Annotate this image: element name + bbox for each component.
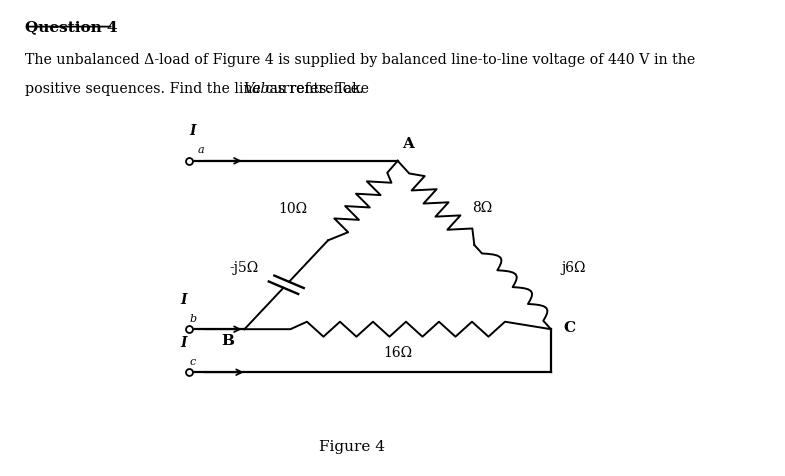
Text: 10Ω: 10Ω xyxy=(279,202,308,216)
Text: Vab: Vab xyxy=(243,82,269,96)
Text: 8Ω: 8Ω xyxy=(472,200,492,215)
Text: b: b xyxy=(189,314,196,324)
Text: I: I xyxy=(181,293,187,307)
Text: Figure 4: Figure 4 xyxy=(319,440,385,454)
Text: C: C xyxy=(564,321,575,335)
Text: a: a xyxy=(198,145,204,155)
Text: 16Ω: 16Ω xyxy=(383,347,412,360)
Text: j6Ω: j6Ω xyxy=(561,261,586,276)
Text: B: B xyxy=(221,334,234,348)
Text: The unbalanced Δ-load of Figure 4 is supplied by balanced line-to-line voltage o: The unbalanced Δ-load of Figure 4 is sup… xyxy=(25,53,696,67)
Text: I: I xyxy=(181,336,187,350)
Text: I: I xyxy=(189,124,195,139)
Text: positive sequences. Find the line currents. Take: positive sequences. Find the line curren… xyxy=(25,82,374,96)
Text: Question 4: Question 4 xyxy=(25,20,118,35)
Text: -j5Ω: -j5Ω xyxy=(229,261,258,276)
Text: c: c xyxy=(189,357,195,367)
Text: as reference.: as reference. xyxy=(265,82,364,96)
Text: A: A xyxy=(402,137,414,150)
